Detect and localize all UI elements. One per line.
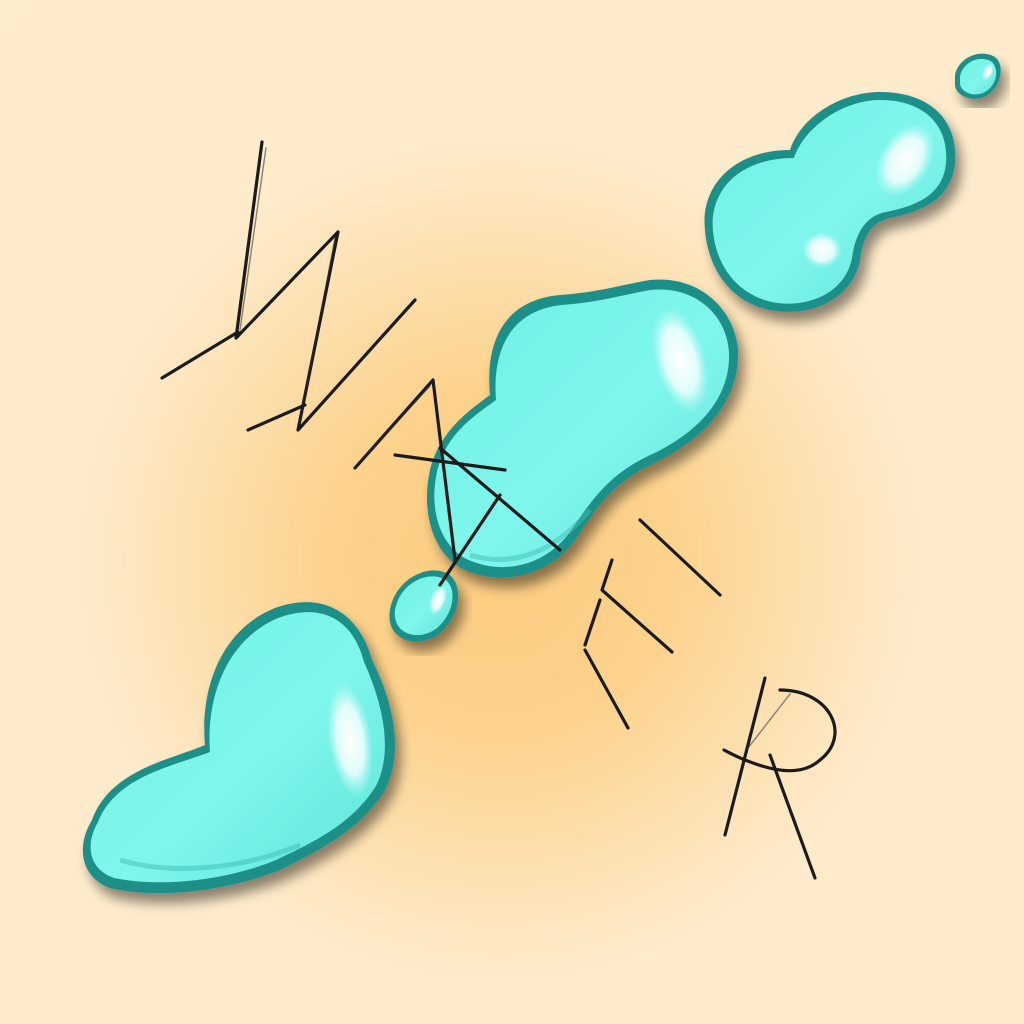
letter-t (438, 446, 562, 587)
letter-a (353, 378, 507, 562)
letter-r (722, 676, 837, 880)
letter-w (160, 140, 417, 432)
tiny-droplet-icon (955, 53, 1001, 99)
upper-puddle-icon (704, 92, 956, 312)
large-puddle-icon (82, 602, 395, 894)
letter-e (583, 518, 722, 730)
small-droplet-icon (389, 570, 459, 642)
